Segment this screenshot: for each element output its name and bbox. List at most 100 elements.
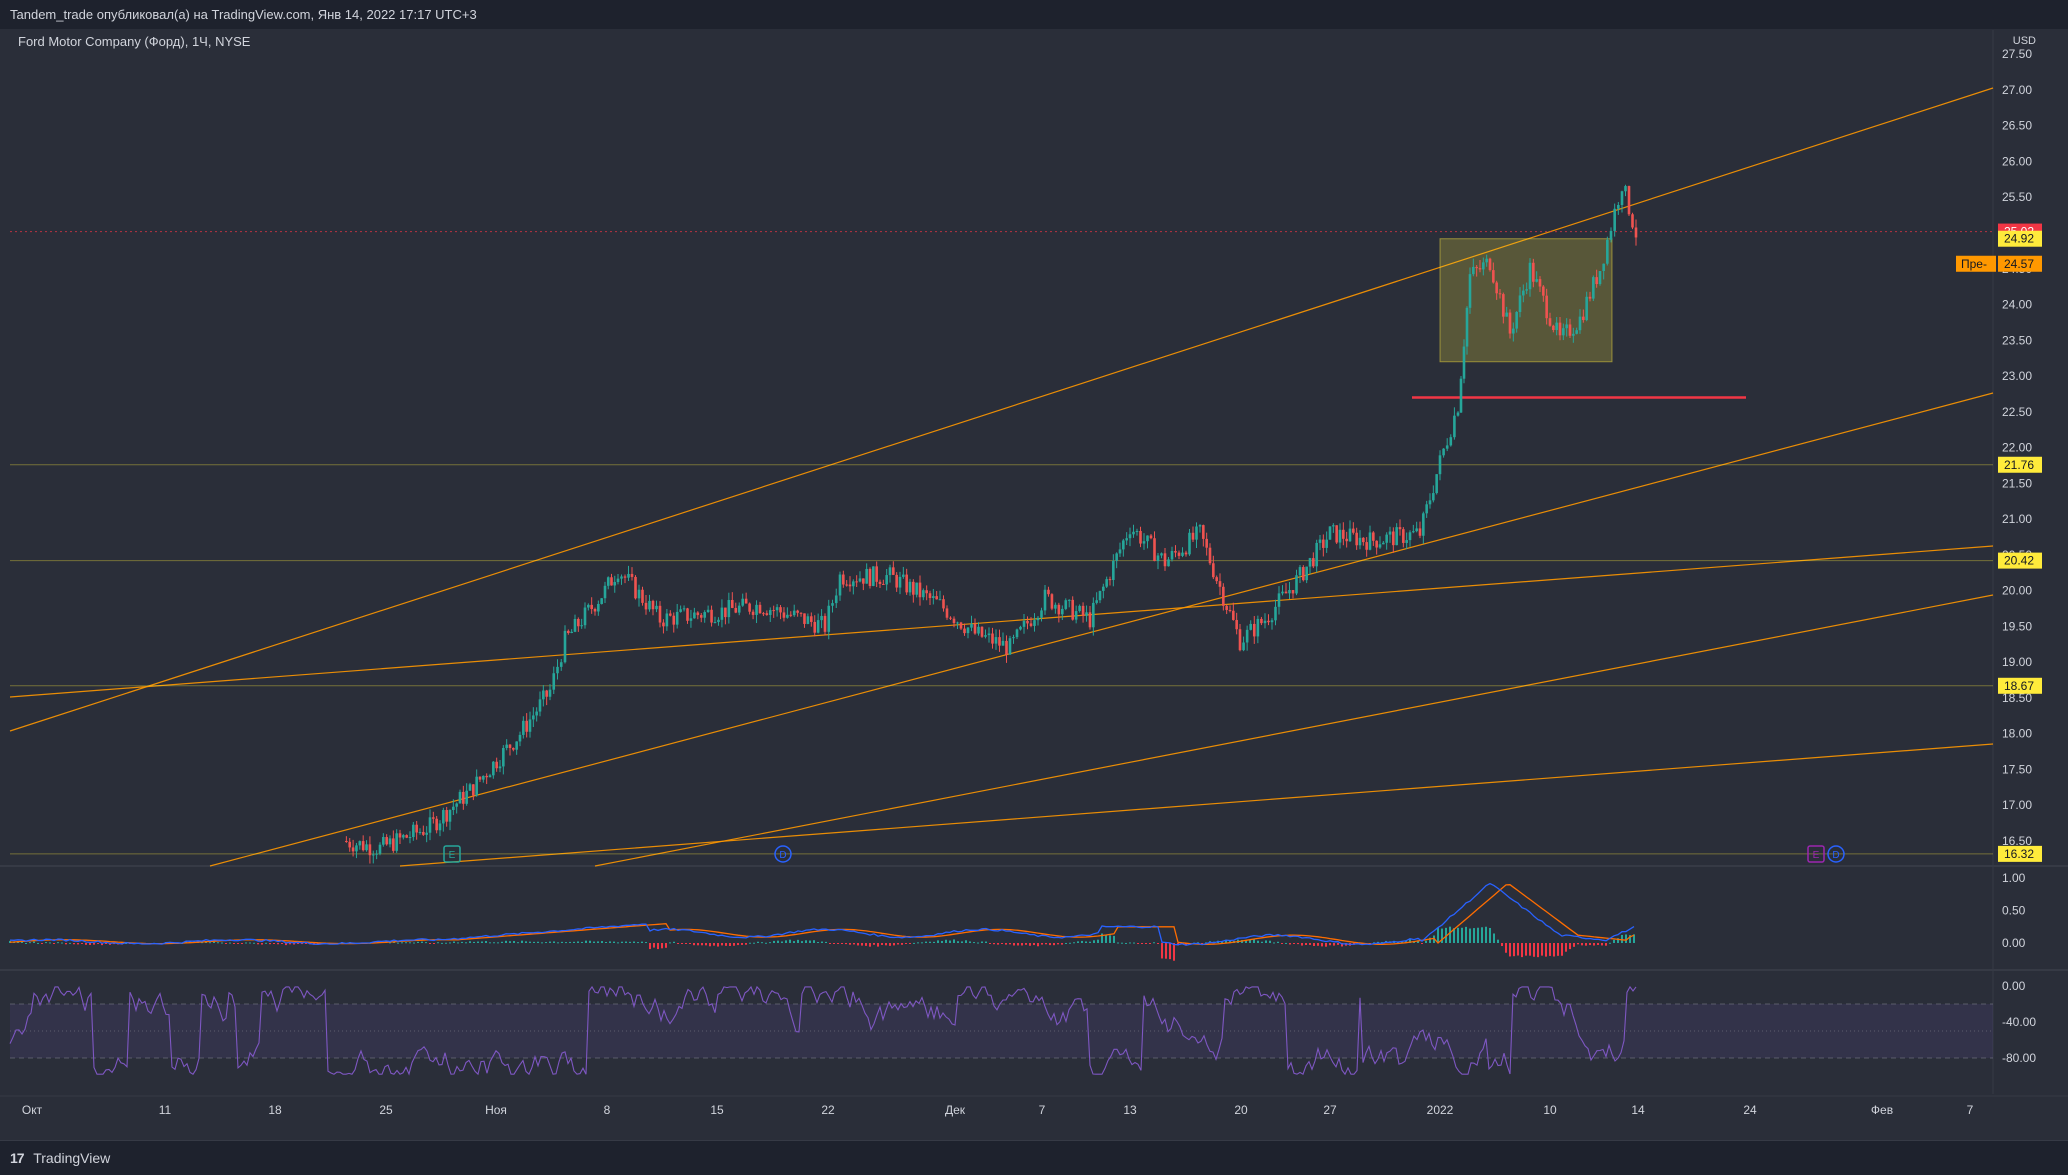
candle-body [1372,532,1375,541]
macd-tick: 0.50 [2002,904,2026,918]
candle-body [1535,279,1538,282]
candle-body [392,838,395,851]
macd-histogram-bar [1501,943,1503,947]
candle-body [1588,296,1592,299]
price-tick: 27.00 [2002,83,2032,97]
macd-histogram-bar [873,943,875,945]
candle-body [662,622,665,627]
candle-body [1518,295,1522,312]
macd-histogram-bar [1289,943,1291,945]
candle-body [1225,605,1228,610]
candle-body [518,734,522,742]
event-marker: D [774,845,792,863]
macd-histogram-bar [1033,943,1035,946]
macd-histogram-bar [1141,943,1143,944]
candle-body [1288,590,1291,594]
macd-histogram-bar [41,943,43,944]
candle-body [1572,333,1575,336]
candle-body [1267,620,1270,623]
tradingview-logo-icon[interactable]: 17 [10,1150,25,1166]
candle-body [1218,581,1222,587]
macd-histogram-bar [217,942,219,944]
candle-body [1050,594,1054,609]
macd-histogram-bar [1153,942,1155,944]
macd-histogram-bar [961,941,963,943]
candle-body [970,623,973,628]
candle-body [1029,623,1033,626]
candle-body [1415,528,1418,532]
macd-histogram-bar [1025,943,1027,945]
macd-histogram-bar [1565,943,1567,952]
candle-body [1163,553,1167,567]
candle-body [1582,316,1585,321]
candle-body [905,574,908,593]
candle-body [1538,279,1542,287]
candle-body [1212,563,1215,578]
macd-histogram-bar [777,940,779,943]
candle-body [803,613,806,624]
macd-histogram-bar [609,941,611,943]
candle-body [1047,589,1050,595]
macd-histogram-bar [401,942,403,944]
macd-histogram-bar [1421,943,1423,944]
candle-body [1092,602,1095,628]
macd-histogram-bar [185,941,187,943]
dividend-marker-icon [774,845,792,863]
candle-body [532,715,535,720]
macd-histogram-bar [621,941,623,943]
macd-histogram-bar [989,943,991,944]
candle-body [810,616,813,622]
candle-body [1438,455,1442,475]
candle-body [908,581,912,593]
candle-body [1102,586,1105,591]
candle-body [1495,282,1498,294]
macd-histogram-bar [753,942,755,944]
macd-histogram-bar [1457,927,1459,943]
symbol-legend[interactable]: Ford Motor Company (Форд), 1Ч, NYSE [18,34,250,49]
macd-histogram-bar [101,943,103,946]
macd-histogram-bar [21,941,23,943]
candle-body [1352,528,1355,533]
macd-histogram-bar [433,943,435,944]
price-tick: 22.50 [2002,405,2032,419]
candle-body [816,620,820,633]
macd-histogram-bar [1441,928,1443,943]
macd-histogram-bar [1593,943,1595,946]
candle-body [1428,500,1432,505]
candle-body [418,831,422,833]
candle-body [1318,539,1322,543]
macd-histogram-bar [305,943,307,944]
candle-body [1512,328,1515,334]
macd-histogram-bar [1105,934,1107,943]
candle-body [495,761,498,769]
macd-histogram-bar [761,942,763,944]
candle-body [686,608,689,621]
price-tick: 18.00 [2002,727,2032,741]
candle-body [1281,591,1284,594]
macd-histogram-bar [977,942,979,944]
macd-histogram-bar [601,941,603,943]
candle-body [1348,528,1352,542]
macd-histogram-bar [741,943,743,945]
candle-body [398,833,402,838]
macd-histogram-bar [1109,935,1111,943]
candle-body [1558,322,1562,336]
price-label-bg [1998,845,2042,862]
brand-name[interactable]: TradingView [33,1150,111,1166]
candle-body [713,622,717,624]
candle-body [1177,552,1181,556]
candle-body [1222,586,1225,606]
chart-area[interactable] [0,30,2068,1140]
candle-body [1515,311,1518,329]
candle-body [848,584,852,587]
macd-histogram-bar [1381,942,1383,944]
macd-histogram-bar [1101,933,1103,943]
candle-body [1008,638,1012,655]
candle-body [1108,579,1112,581]
macd-histogram-bar [541,942,543,944]
candle-body [525,720,528,732]
candle-body [1061,608,1064,615]
candle-body [1156,555,1160,562]
macd-histogram-bar [985,941,987,943]
